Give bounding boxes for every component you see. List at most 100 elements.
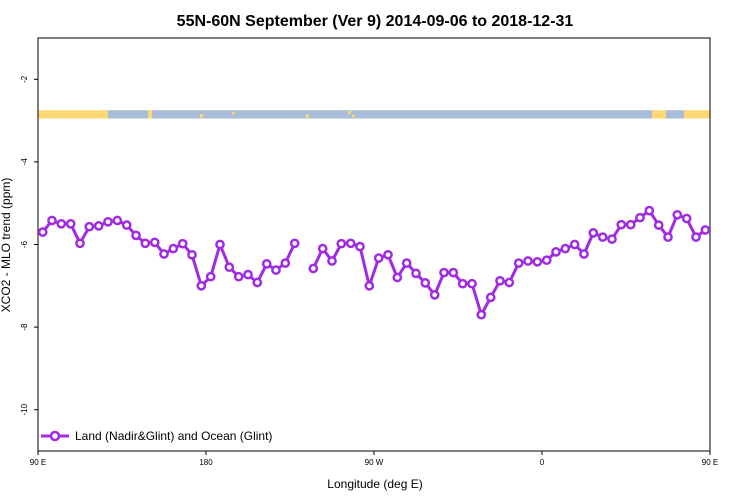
data-point bbox=[439, 267, 449, 278]
data-point bbox=[317, 243, 328, 254]
data-point bbox=[131, 230, 141, 241]
data-point bbox=[663, 232, 673, 242]
data-point bbox=[38, 227, 48, 237]
data-point bbox=[112, 215, 123, 226]
x-tick-label: 90 E bbox=[702, 458, 718, 467]
data-point bbox=[495, 275, 505, 286]
y-tick-label: -10 bbox=[20, 403, 29, 415]
data-point bbox=[140, 238, 151, 249]
x-axis-ticks: 90 E 180 90 W 0 90 E bbox=[30, 451, 718, 467]
data-point bbox=[271, 265, 281, 275]
data-point bbox=[261, 259, 272, 269]
data-point bbox=[467, 278, 477, 289]
chart-title: 55N-60N September (Ver 9) 2014-09-06 to … bbox=[177, 13, 574, 30]
data-point bbox=[159, 249, 169, 259]
data-point bbox=[215, 239, 225, 250]
data-point bbox=[532, 256, 543, 267]
data-point bbox=[569, 239, 580, 250]
data-point bbox=[672, 209, 683, 220]
data-point bbox=[625, 219, 636, 230]
data-point bbox=[653, 220, 664, 230]
band-ocean-inlet bbox=[352, 114, 355, 118]
data-point bbox=[560, 243, 571, 254]
data-point bbox=[355, 241, 365, 252]
y-axis-label: XCO2 - MLO trend (ppm) bbox=[0, 178, 13, 313]
data-point bbox=[75, 238, 85, 249]
data-point bbox=[541, 255, 552, 266]
band-ocean-inlet bbox=[232, 111, 235, 115]
data-point bbox=[205, 271, 216, 282]
band-ocean-inlet bbox=[200, 113, 203, 118]
data-point bbox=[383, 249, 393, 260]
data-point bbox=[280, 258, 291, 268]
data-point bbox=[476, 309, 487, 320]
y-tick-label: -4 bbox=[20, 158, 29, 166]
data-point bbox=[448, 267, 459, 278]
band-land bbox=[666, 110, 684, 119]
data-point bbox=[308, 263, 319, 274]
x-axis-label: Longitude (deg E) bbox=[327, 477, 422, 491]
x-tick-label: 90 W bbox=[365, 458, 384, 467]
data-point bbox=[392, 272, 403, 283]
data-point bbox=[691, 232, 701, 242]
data-point bbox=[401, 258, 412, 268]
y-axis-ticks: -2 -4 -6 -8 -10 bbox=[20, 75, 38, 415]
plot-frame bbox=[37, 37, 711, 452]
data-point bbox=[457, 278, 468, 289]
data-point bbox=[93, 221, 104, 231]
data-point bbox=[588, 228, 599, 238]
data-point bbox=[411, 268, 421, 279]
x-tick-label: 180 bbox=[199, 458, 213, 467]
data-point bbox=[420, 278, 431, 288]
data-point bbox=[644, 205, 655, 216]
data-point bbox=[523, 256, 533, 266]
data-point bbox=[504, 277, 515, 288]
data-point bbox=[65, 218, 76, 229]
data-point bbox=[149, 237, 160, 248]
data-point bbox=[597, 232, 608, 242]
band-ocean-inlet bbox=[348, 111, 351, 114]
data-point bbox=[709, 230, 710, 234]
data-point bbox=[168, 243, 179, 254]
data-point bbox=[177, 238, 188, 249]
data-point bbox=[233, 271, 244, 282]
x-tick-label: 0 bbox=[540, 458, 545, 467]
series-land-ocean bbox=[38, 205, 746, 320]
land-ocean-band bbox=[38, 110, 710, 119]
y-tick-label: -2 bbox=[20, 75, 29, 83]
data-point bbox=[121, 220, 132, 230]
y-tick-label: -8 bbox=[20, 323, 29, 331]
y-tick-label: -6 bbox=[20, 240, 29, 248]
band-ocean-inlet bbox=[306, 114, 309, 118]
data-point bbox=[607, 234, 617, 244]
legend-label: Land (Nadir&Glint) and Ocean (Glint) bbox=[75, 429, 272, 443]
data-point bbox=[345, 238, 356, 249]
data-point bbox=[681, 213, 692, 224]
data-point bbox=[700, 225, 710, 235]
data-point bbox=[616, 219, 627, 230]
band-land bbox=[152, 110, 652, 119]
data-point bbox=[243, 269, 253, 280]
data-point bbox=[289, 238, 300, 249]
data-point bbox=[56, 218, 67, 229]
data-point bbox=[196, 280, 207, 291]
data-point bbox=[84, 221, 95, 232]
data-point bbox=[336, 238, 347, 249]
data-point bbox=[635, 212, 645, 223]
data-point bbox=[364, 280, 375, 291]
data-point bbox=[579, 249, 589, 259]
band-land bbox=[108, 110, 148, 119]
data-point bbox=[327, 256, 337, 266]
data-point bbox=[739, 221, 746, 228]
legend: Land (Nadir&Glint) and Ocean (Glint) bbox=[41, 429, 272, 443]
data-point bbox=[730, 220, 737, 227]
data-point bbox=[720, 217, 727, 224]
data-point bbox=[485, 292, 496, 303]
data-point bbox=[47, 215, 57, 226]
data-point bbox=[224, 262, 235, 273]
data-point bbox=[103, 216, 113, 227]
data-point bbox=[187, 249, 197, 260]
data-point bbox=[252, 277, 263, 288]
data-point bbox=[551, 247, 561, 257]
